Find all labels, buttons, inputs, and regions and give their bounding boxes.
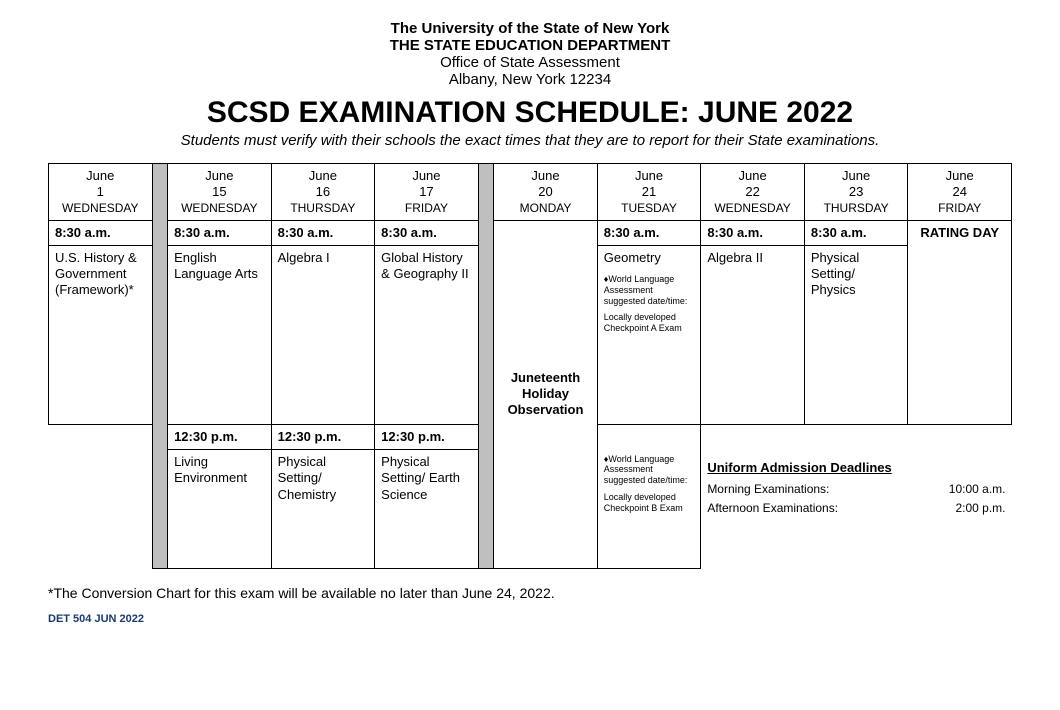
day-month: June [278, 168, 369, 184]
exam-cell: Physical Setting/ Chemistry [271, 450, 375, 569]
deadlines-afternoon-time: 2:00 p.m. [955, 501, 1005, 516]
day-month: June [55, 168, 146, 184]
day-dow: FRIDAY [381, 201, 472, 216]
exam-note: Locally developed Checkpoint B Exam [604, 492, 695, 514]
exam-cell: Geometry ♦World Language Assessment sugg… [597, 245, 701, 424]
day-header: June 16 THURSDAY [271, 164, 375, 221]
day-dow: WEDNESDAY [174, 201, 265, 216]
day-header: June 15 WEDNESDAY [168, 164, 272, 221]
day-header: June 22 WEDNESDAY [701, 164, 805, 221]
exam-cell: Algebra I [271, 245, 375, 424]
time-label: 12:30 p.m. [168, 424, 272, 449]
day-month: June [707, 168, 798, 184]
empty-cell [49, 450, 153, 569]
exam-note: ♦World Language Assessment suggested dat… [604, 454, 695, 486]
exam-note: ♦World Language Assessment suggested dat… [604, 274, 695, 306]
time-label: 8:30 a.m. [701, 220, 805, 245]
day-header: June 21 TUESDAY [597, 164, 701, 221]
empty-cell [49, 424, 153, 449]
exam-cell: English Language Arts [168, 245, 272, 424]
day-month: June [811, 168, 902, 184]
day-header: June 24 FRIDAY [908, 164, 1012, 221]
day-month: June [500, 168, 591, 184]
time-label: 12:30 p.m. [375, 424, 479, 449]
day-dow: FRIDAY [914, 201, 1005, 216]
day-dow: THURSDAY [278, 201, 369, 216]
exam-note: Locally developed Checkpoint A Exam [604, 312, 695, 334]
exam-name: Geometry [604, 250, 695, 266]
exam-cell: Living Environment [168, 450, 272, 569]
deadlines-morning-time: 10:00 a.m. [949, 482, 1006, 497]
rating-day-cell: RATING DAY [908, 220, 1012, 424]
day-month: June [174, 168, 265, 184]
header-line-3: Office of State Assessment [40, 54, 1020, 71]
schedule-table: June 1 WEDNESDAY June 15 WEDNESDAY June … [48, 163, 1012, 569]
day-header: June 23 THURSDAY [804, 164, 908, 221]
day-dow: THURSDAY [811, 201, 902, 216]
day-dow: WEDNESDAY [707, 201, 798, 216]
table-row: 8:30 a.m. 8:30 a.m. 8:30 a.m. 8:30 a.m. … [49, 220, 1012, 245]
empty-cell [804, 424, 908, 449]
deadlines-morning-label: Morning Examinations: [707, 482, 829, 497]
exam-cell: Algebra II [701, 245, 805, 424]
day-num: 16 [278, 184, 369, 200]
day-dow: WEDNESDAY [55, 201, 146, 216]
exam-cell: ♦World Language Assessment suggested dat… [597, 450, 701, 569]
time-label: 12:30 p.m. [271, 424, 375, 449]
page-title: SCSD EXAMINATION SCHEDULE: JUNE 2022 [40, 96, 1020, 130]
time-label: 8:30 a.m. [168, 220, 272, 245]
time-label: 8:30 a.m. [271, 220, 375, 245]
document-id: DET 504 JUN 2022 [48, 613, 1020, 625]
day-header: June 20 MONDAY [494, 164, 598, 221]
page-subtitle: Students must verify with their schools … [40, 132, 1020, 149]
day-num: 1 [55, 184, 146, 200]
day-header: June 17 FRIDAY [375, 164, 479, 221]
day-header: June 1 WEDNESDAY [49, 164, 153, 221]
exam-cell: Physical Setting/ Earth Science [375, 450, 479, 569]
deadlines-afternoon-label: Afternoon Examinations: [707, 501, 838, 516]
time-label: 8:30 a.m. [49, 220, 153, 245]
exam-cell: Physical Setting/ Physics [804, 245, 908, 424]
time-label: 8:30 a.m. [804, 220, 908, 245]
footnote: *The Conversion Chart for this exam will… [48, 585, 1020, 601]
day-month: June [914, 168, 1005, 184]
day-dow: TUESDAY [604, 201, 695, 216]
exam-cell: U.S. History & Government (Framework)* [49, 245, 153, 424]
empty-cell [908, 424, 1012, 449]
empty-cell [597, 424, 701, 449]
day-num: 23 [811, 184, 902, 200]
day-dow: MONDAY [500, 201, 591, 216]
day-month: June [604, 168, 695, 184]
schedule-table-wrap: June 1 WEDNESDAY June 15 WEDNESDAY June … [48, 163, 1012, 569]
day-num: 21 [604, 184, 695, 200]
header-line-4: Albany, New York 12234 [40, 71, 1020, 88]
table-row: June 1 WEDNESDAY June 15 WEDNESDAY June … [49, 164, 1012, 221]
deadlines-title: Uniform Admission Deadlines [707, 460, 1005, 476]
time-label: 8:30 a.m. [375, 220, 479, 245]
day-num: 17 [381, 184, 472, 200]
day-num: 24 [914, 184, 1005, 200]
header-block: The University of the State of New York … [40, 20, 1020, 88]
exam-cell: Global History & Geography II [375, 245, 479, 424]
gap-column [478, 164, 494, 569]
deadlines-cell: Uniform Admission Deadlines Morning Exam… [701, 450, 1012, 569]
gap-column [152, 164, 168, 569]
header-line-1: The University of the State of New York [40, 20, 1020, 37]
holiday-cell: Juneteenth Holiday Observation [494, 220, 598, 569]
day-num: 22 [707, 184, 798, 200]
empty-cell [701, 424, 805, 449]
header-line-2: THE STATE EDUCATION DEPARTMENT [40, 37, 1020, 54]
day-num: 20 [500, 184, 591, 200]
time-label: 8:30 a.m. [597, 220, 701, 245]
day-month: June [381, 168, 472, 184]
day-num: 15 [174, 184, 265, 200]
